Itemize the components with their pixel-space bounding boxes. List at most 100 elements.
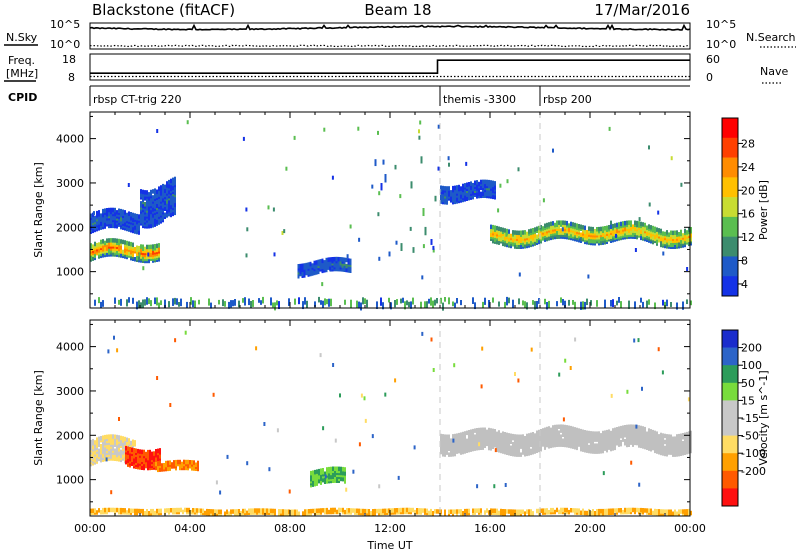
velocity-cell (462, 441, 464, 447)
velocity-cell (582, 429, 584, 434)
power-cell (604, 299, 606, 308)
velocity-cell (404, 507, 406, 513)
velocity-cell (608, 508, 610, 514)
power-cell (568, 227, 570, 232)
velocity-cell (492, 428, 494, 434)
velocity-cell (570, 508, 572, 513)
power-cell (102, 239, 104, 244)
power-cell (146, 248, 148, 254)
power-cell (140, 248, 142, 253)
power-cell (434, 195, 437, 202)
velocity-cell (570, 435, 572, 441)
velocity-cell (344, 467, 346, 472)
velocity-cell (514, 372, 516, 376)
velocity-cell (174, 507, 176, 513)
velocity-cell (522, 438, 524, 443)
power-cell (140, 189, 142, 194)
power-cell (564, 220, 566, 226)
power-cell (110, 242, 112, 247)
velocity-cell (410, 507, 412, 513)
velocity-cell (105, 457, 108, 462)
velocity-cell (664, 449, 666, 455)
power-cell (118, 208, 120, 213)
velocity-cell (608, 433, 610, 438)
velocity-cell (378, 508, 380, 514)
velocity-cell (558, 424, 560, 429)
power-cell (160, 211, 162, 216)
power-cell (104, 208, 106, 213)
velocity-data (90, 330, 692, 516)
power-cell (174, 176, 176, 182)
power-cell (210, 302, 212, 309)
power-cell (482, 179, 484, 185)
power-cell (498, 226, 500, 231)
velocity-cell (494, 429, 496, 434)
velocity-cell (630, 438, 632, 443)
velocity-cell (448, 452, 450, 457)
power-cell (546, 222, 548, 228)
velocity-cell (98, 448, 100, 454)
velocity-cell (610, 430, 612, 436)
nave-label: Nave (760, 65, 788, 78)
velocity-cell (526, 509, 528, 514)
velocity-cell (90, 508, 92, 514)
velocity-cell (244, 508, 246, 514)
power-cell (556, 220, 558, 225)
velocity-cell (506, 509, 508, 514)
velocity-cell (492, 442, 494, 447)
power-cell (329, 257, 332, 262)
velocity-cell (132, 508, 134, 514)
power-cell (418, 135, 421, 140)
velocity-cell (534, 443, 536, 448)
power-cell (484, 297, 486, 305)
velocity-cell (292, 509, 294, 514)
power-cell (122, 249, 124, 255)
power-cell (90, 213, 92, 218)
velocity-cell (268, 508, 270, 513)
velocity-cell (518, 509, 520, 514)
power-cell (374, 159, 377, 167)
velocity-cell (326, 467, 328, 472)
velocity-cell (476, 428, 478, 433)
power-cell (578, 235, 580, 241)
power-cell (594, 229, 596, 234)
power-cell (100, 301, 102, 309)
power-cell (530, 234, 532, 240)
velocity-cell (426, 508, 428, 514)
velocity-cell (530, 347, 533, 352)
power-cell (160, 205, 162, 210)
velocity-cell (560, 428, 562, 433)
velocity-cell (184, 330, 187, 335)
velocity-cell (212, 392, 215, 397)
power-cell (345, 263, 348, 269)
power-cell (418, 129, 420, 134)
velocity-cell (214, 509, 216, 514)
velocity-cell (384, 392, 387, 397)
velocity-cell (624, 425, 626, 430)
velocity-cell (444, 509, 446, 514)
velocity-cell (518, 450, 520, 455)
power-cell (130, 212, 132, 217)
power-cell (127, 183, 130, 187)
power-cell (642, 301, 644, 308)
power-cell (112, 238, 114, 243)
velocity-cell (120, 435, 122, 441)
power-cell (410, 301, 412, 309)
velocity-cell (564, 424, 566, 430)
power-cell (494, 181, 496, 186)
power-cell (158, 186, 160, 191)
velocity-cell (520, 509, 522, 514)
power-cell (492, 180, 494, 186)
velocity-cell (644, 426, 646, 432)
velocity-cell (690, 444, 692, 450)
power-cell (120, 239, 122, 244)
power-cell (506, 296, 508, 306)
power-cell (452, 301, 454, 307)
velocity-cell (226, 454, 229, 459)
velocity-cell (592, 509, 594, 514)
power-cell (560, 228, 562, 233)
velocity-cell (635, 424, 638, 429)
power-cell (136, 251, 138, 256)
velocity-cell (146, 509, 148, 514)
velocity-cell (504, 440, 506, 445)
